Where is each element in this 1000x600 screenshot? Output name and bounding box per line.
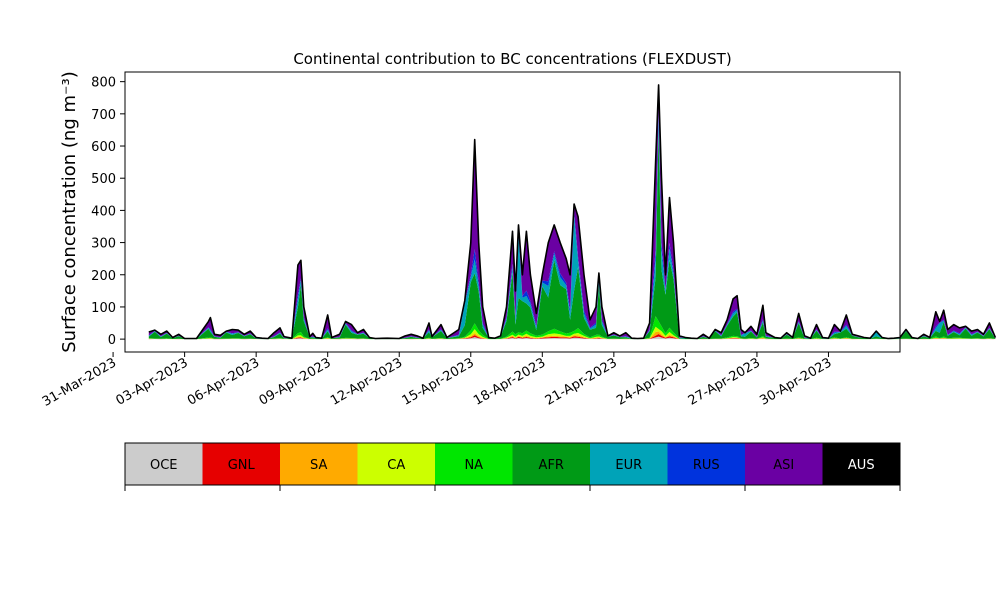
y-tick-label: 500	[91, 172, 116, 187]
x-tick-label: 03-Apr-2023	[113, 355, 190, 408]
legend-label-aus: AUS	[848, 458, 875, 473]
area-eur	[148, 115, 996, 339]
x-tick-label: 15-Apr-2023	[400, 355, 477, 408]
y-tick-label: 300	[91, 237, 116, 252]
legend-label-oce: OCE	[150, 458, 178, 473]
legend-swatch-sa	[280, 443, 358, 485]
y-axis-ticks: 0 100 200 300 400 500 600 700 800	[91, 76, 125, 348]
legend-label-afr: AFR	[539, 458, 564, 473]
legend-swatch-ca	[357, 443, 436, 485]
area-oce	[148, 336, 996, 340]
x-tick-label: 30-Apr-2023	[757, 355, 834, 408]
x-tick-label: 24-Apr-2023	[614, 355, 691, 408]
area-gnl	[148, 334, 996, 340]
y-tick-label: 100	[91, 301, 116, 316]
stacked-area-series	[148, 84, 996, 340]
y-tick-label: 600	[91, 140, 116, 155]
y-tick-label: 400	[91, 204, 116, 219]
legend-swatch-aus	[822, 443, 901, 485]
total-concentration-line	[148, 84, 997, 340]
x-tick-label: 06-Apr-2023	[185, 355, 262, 408]
x-tick-label: 12-Apr-2023	[328, 355, 405, 408]
legend-swatch-eur	[590, 443, 668, 485]
plot-frame	[124, 71, 901, 353]
legend-swatch-asi	[745, 443, 823, 485]
legend-label-sa: SA	[310, 458, 327, 473]
x-axis-ticks: 31-Mar-202303-Apr-202306-Apr-202309-Apr-…	[40, 352, 834, 410]
x-tick-label: 27-Apr-2023	[686, 355, 763, 408]
x-tick-label: 21-Apr-2023	[543, 355, 620, 408]
legend-swatch-na	[435, 443, 513, 485]
legend-swatch-gnl	[202, 443, 281, 485]
x-tick-label: 31-Mar-2023	[40, 355, 119, 409]
y-tick-label: 800	[91, 76, 116, 91]
chart-title: Continental contribution to BC concentra…	[293, 50, 731, 68]
area-na	[148, 316, 996, 340]
legend-label-gnl: GNL	[228, 458, 256, 473]
legend-swatch-afr	[512, 443, 591, 485]
y-tick-label: 200	[91, 269, 116, 284]
x-tick-label: 09-Apr-2023	[257, 355, 334, 408]
legend-label-asi: ASI	[773, 458, 794, 473]
legend-label-na: NA	[464, 458, 483, 473]
legend-swatch-oce	[125, 443, 203, 485]
legend-frame	[124, 442, 901, 486]
legend-swatch-rus	[667, 443, 746, 485]
legend-label-eur: EUR	[615, 458, 642, 473]
region-colorbar-legend: OCE GNL SA CA NA AFR EUR RUS ASI AUS	[124, 442, 901, 491]
y-tick-label: 0	[108, 333, 116, 348]
legend-label-rus: RUS	[693, 458, 720, 473]
y-tick-label: 700	[91, 108, 116, 123]
legend-label-ca: CA	[387, 458, 405, 473]
x-tick-label: 18-Apr-2023	[471, 355, 548, 408]
y-axis-label: Surface concentration (ng m⁻³)	[59, 71, 80, 353]
